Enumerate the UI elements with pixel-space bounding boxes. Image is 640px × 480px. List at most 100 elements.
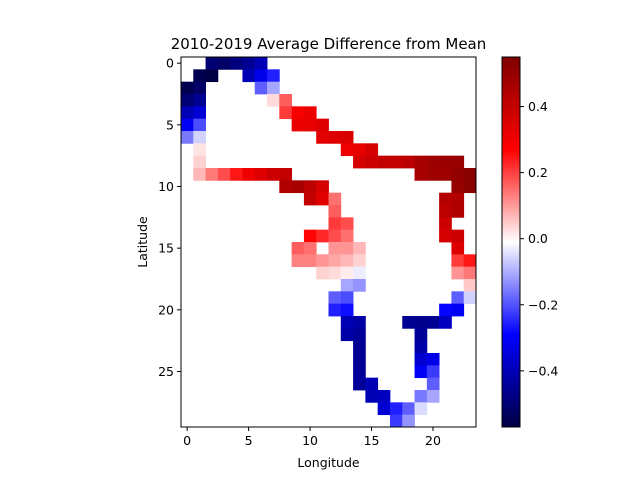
heatmap-cell — [451, 155, 465, 169]
heatmap-cell — [340, 229, 354, 243]
x-tick-label: 20 — [425, 433, 441, 448]
colorbar-tick-label: −0.4 — [528, 363, 558, 378]
heatmap-cell — [451, 291, 465, 305]
heatmap-cell — [463, 168, 477, 181]
heatmap-cell — [205, 168, 219, 181]
heatmap-cell — [291, 118, 305, 132]
colorbar-ticks: −0.4 −0.2 0.0 0.2 0.4 — [520, 99, 558, 378]
heatmap-cell — [230, 168, 243, 181]
heatmap-cell — [328, 131, 342, 144]
heatmap-cell — [267, 81, 280, 95]
heatmap-cell — [193, 106, 206, 120]
y-axis-ticks: 0 5 10 15 20 25 — [158, 56, 181, 379]
heatmap-cell — [340, 279, 354, 292]
heatmap-cell — [181, 106, 194, 120]
heatmap-cell — [193, 69, 206, 83]
heatmap-cell — [353, 353, 366, 366]
heatmap-cell — [291, 254, 305, 268]
plot-frame — [180, 56, 477, 428]
y-tick-label: 25 — [158, 364, 174, 379]
chart-title: 2010-2019 Average Difference from Mean — [171, 35, 487, 53]
plot-area: 0 5 10 15 20 0 5 10 15 20 25 — [158, 56, 477, 448]
heatmap-cell — [414, 353, 428, 366]
heatmap-cell — [353, 328, 366, 342]
heatmap-cell — [353, 365, 366, 379]
heatmap-cell — [340, 316, 354, 329]
heatmap-cell — [414, 365, 428, 379]
heatmap-cell — [279, 106, 293, 120]
heatmap-cell — [181, 81, 194, 95]
colorbar-tick-label: 0.0 — [528, 231, 548, 246]
heatmap-cell — [439, 303, 452, 317]
heatmap-cell — [439, 155, 452, 169]
heatmap-cell — [439, 192, 452, 206]
heatmap-cells — [181, 57, 477, 428]
x-tick-label: 0 — [183, 433, 191, 448]
heatmap-cell — [414, 168, 428, 181]
heatmap-cell — [414, 316, 428, 329]
heatmap-cell — [463, 180, 477, 194]
heatmap-cell — [451, 205, 465, 218]
heatmap-cell — [365, 377, 379, 391]
heatmap-cell — [267, 94, 280, 107]
x-tick-label: 10 — [302, 433, 318, 448]
heatmap-cell — [451, 180, 465, 194]
heatmap-cell — [193, 94, 206, 107]
heatmap-cell — [328, 192, 342, 206]
heatmap-cell — [193, 81, 206, 95]
heatmap-cell — [181, 94, 194, 107]
heatmap-cell — [316, 229, 329, 243]
x-tick-label: 5 — [245, 433, 253, 448]
colorbar-tick-label: −0.2 — [528, 297, 558, 312]
heatmap-cell — [316, 180, 329, 194]
heatmap-cell — [267, 69, 280, 83]
heatmap-cell — [340, 131, 354, 144]
heatmap-cell — [426, 365, 440, 379]
heatmap-cell — [353, 340, 366, 354]
heatmap-cell — [377, 390, 391, 403]
heatmap-cell — [328, 303, 342, 317]
heatmap-cell — [402, 316, 415, 329]
x-tick-label: 15 — [364, 433, 380, 448]
heatmap-cell — [254, 168, 268, 181]
x-axis-ticks: 0 5 10 15 20 — [183, 427, 441, 448]
heatmap-cell — [279, 94, 293, 107]
heatmap-cell — [353, 266, 366, 280]
heatmap-cell — [463, 291, 477, 305]
heatmap-cell — [242, 57, 256, 70]
heatmap-cell — [303, 192, 317, 206]
heatmap-cell — [303, 254, 317, 268]
heatmap-cell — [426, 390, 440, 403]
heatmap-cell — [353, 155, 366, 169]
heatmap-cell — [193, 143, 206, 157]
heatmap-cell — [217, 168, 231, 181]
heatmap-cell — [377, 402, 391, 416]
heatmap-cell — [426, 316, 440, 329]
heatmap-cell — [439, 316, 452, 329]
y-axis-label: Latitude — [135, 216, 150, 268]
heatmap-cell — [217, 57, 231, 70]
heatmap-cell — [303, 180, 317, 194]
heatmap-cell — [193, 168, 206, 181]
heatmap-cell — [303, 229, 317, 243]
heatmap-cell — [328, 291, 342, 305]
heatmap-cell — [242, 69, 256, 83]
heatmap-cell — [303, 242, 317, 255]
heatmap-cell — [451, 242, 465, 255]
colorbar: −0.4 −0.2 0.0 0.2 0.4 — [501, 56, 558, 428]
heatmap-cell — [340, 143, 354, 157]
heatmap-cell — [193, 118, 206, 132]
heatmap-cell — [389, 414, 403, 428]
heatmap-cell — [205, 57, 219, 70]
heatmap-cell — [414, 155, 428, 169]
heatmap-cell — [426, 155, 440, 169]
heatmap-cell — [316, 266, 329, 280]
heatmap-cell — [402, 402, 415, 416]
heatmap-cell — [328, 205, 342, 218]
heatmap-cell — [328, 254, 342, 268]
heatmap-cell — [205, 69, 219, 83]
colorbar-tick-label: 0.4 — [528, 99, 548, 114]
heatmap-cell — [353, 242, 366, 255]
heatmap-cell — [279, 180, 293, 194]
